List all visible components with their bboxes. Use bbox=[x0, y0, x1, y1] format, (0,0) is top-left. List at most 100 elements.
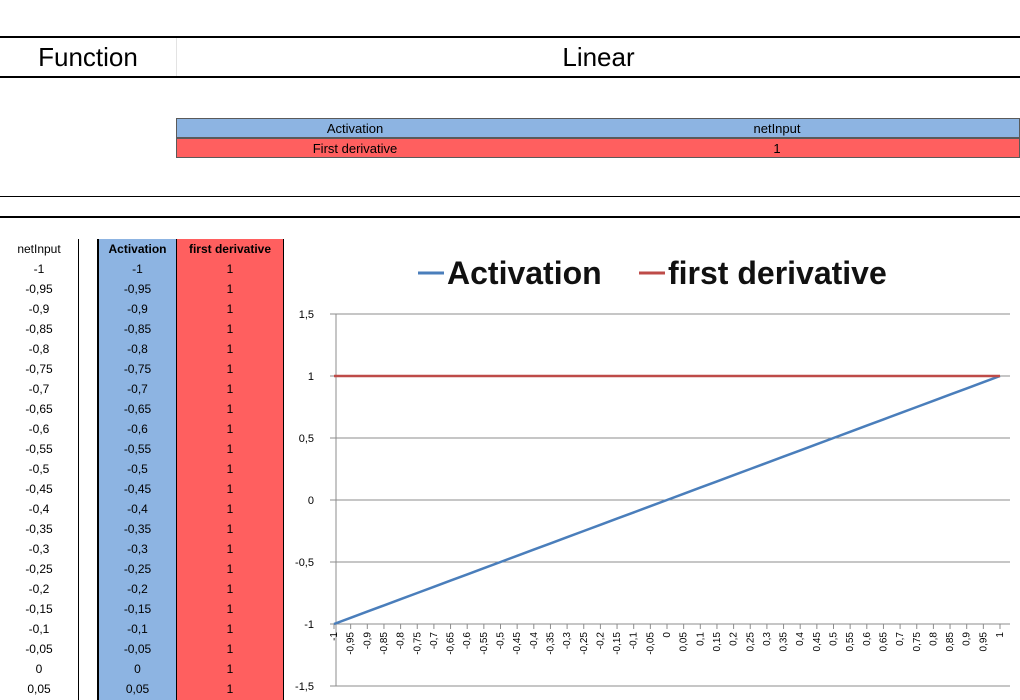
netinput-cell[interactable]: -0,4 bbox=[28, 502, 50, 516]
derivative-cell[interactable]: 1 bbox=[226, 562, 234, 576]
activation-cell[interactable]: 0 bbox=[134, 662, 141, 676]
derivative-cell[interactable]: 1 bbox=[226, 682, 234, 696]
x-tick-label: -0,65 bbox=[446, 632, 457, 655]
y-tick-label: 0 bbox=[308, 495, 314, 507]
derivative-cell[interactable]: 1 bbox=[226, 462, 234, 476]
y-tick-label: 1,5 bbox=[299, 309, 314, 321]
activation-cell[interactable]: -0,55 bbox=[123, 442, 152, 456]
netinput-cell[interactable]: -0,2 bbox=[28, 582, 50, 596]
x-tick-label: 0,4 bbox=[795, 632, 806, 646]
netinput-cell[interactable]: -0,7 bbox=[28, 382, 50, 396]
netinput-cell[interactable]: -0,75 bbox=[25, 362, 53, 376]
x-tick-label: 0,2 bbox=[729, 632, 740, 646]
netinput-cell[interactable]: -1 bbox=[33, 262, 45, 276]
derivative-formula-row[interactable]: First derivative 1 bbox=[176, 138, 1020, 158]
section-divider-2 bbox=[0, 216, 1020, 218]
derivative-cell[interactable]: 1 bbox=[226, 662, 234, 676]
x-tick-label: 0,15 bbox=[712, 632, 723, 652]
derivative-cell[interactable]: 1 bbox=[226, 502, 234, 516]
derivative-cell[interactable]: 1 bbox=[226, 262, 234, 276]
x-tick-label: -0,55 bbox=[479, 632, 490, 655]
derivative-cell[interactable]: 1 bbox=[226, 602, 234, 616]
activation-cell[interactable]: -0,35 bbox=[123, 522, 152, 536]
activation-cell[interactable]: -0,3 bbox=[127, 542, 148, 556]
netinput-cell[interactable]: -0,6 bbox=[28, 422, 50, 436]
activation-cell[interactable]: -0,8 bbox=[127, 342, 148, 356]
derivative-cell[interactable]: 1 bbox=[226, 482, 234, 496]
x-tick-label: -0,2 bbox=[595, 632, 606, 650]
x-tick-label: -0,6 bbox=[462, 632, 473, 650]
activation-cell[interactable]: -0,2 bbox=[127, 582, 148, 596]
netinput-cell[interactable]: -0,15 bbox=[25, 602, 53, 616]
line-chart[interactable]: Activation first derivative -1,5-1-0,500… bbox=[286, 238, 1020, 700]
function-label[interactable]: Function bbox=[38, 42, 138, 72]
activation-cell[interactable]: -1 bbox=[132, 262, 143, 276]
activation-cell[interactable]: -0,7 bbox=[127, 382, 148, 396]
derivative-cell[interactable]: 1 bbox=[226, 622, 234, 636]
x-tick-label: 0,3 bbox=[762, 632, 773, 646]
activation-cell[interactable]: -0,25 bbox=[123, 562, 152, 576]
x-tick-label: -0,35 bbox=[545, 632, 556, 655]
section-divider-1 bbox=[0, 196, 1020, 197]
activation-cell[interactable]: -0,6 bbox=[127, 422, 148, 436]
x-axis-ticks: -1 -0,95 -0,9 -0,85 -0,8 -0,75 -0,7 -0,65 -0,6 -0… bbox=[329, 623, 1006, 655]
activation-cell[interactable]: -0,05 bbox=[123, 642, 152, 656]
netinput-cell[interactable]: -0,85 bbox=[25, 322, 53, 336]
netinput-cell[interactable]: -0,05 bbox=[25, 642, 53, 656]
derivative-cell[interactable]: 1 bbox=[226, 382, 234, 396]
activation-cell[interactable]: -0,4 bbox=[127, 502, 148, 516]
x-tick-label: -0,9 bbox=[362, 632, 373, 650]
derivative-cell[interactable]: 1 bbox=[226, 582, 234, 596]
netinput-cell[interactable]: 0 bbox=[35, 662, 43, 676]
function-value[interactable]: Linear bbox=[562, 42, 635, 72]
netinput-cell[interactable]: -0,35 bbox=[25, 522, 53, 536]
netinput-cell[interactable]: -0,8 bbox=[28, 342, 50, 356]
netinput-cell[interactable]: -0,55 bbox=[25, 442, 53, 456]
activation-cell[interactable]: -0,85 bbox=[123, 322, 152, 336]
x-tick-label: 0,7 bbox=[895, 632, 906, 646]
activation-cell[interactable]: -0,65 bbox=[123, 402, 152, 416]
derivative-cell[interactable]: 1 bbox=[226, 422, 234, 436]
derivative-header[interactable]: first derivative bbox=[188, 242, 272, 256]
activation-cell[interactable]: 0,05 bbox=[125, 682, 150, 696]
derivative-cell[interactable]: 1 bbox=[226, 642, 234, 656]
x-tick-label: 0,8 bbox=[928, 632, 939, 646]
activation-header[interactable]: Activation bbox=[108, 242, 167, 256]
derivative-cell[interactable]: 1 bbox=[226, 282, 234, 296]
activation-cell[interactable]: -0,1 bbox=[127, 622, 148, 636]
activation-cell[interactable]: -0,95 bbox=[123, 282, 152, 296]
activation-cell[interactable]: -0,9 bbox=[127, 302, 148, 316]
header-top-border bbox=[0, 36, 1020, 38]
activation-formula-row[interactable]: Activation netInput bbox=[176, 118, 1020, 138]
netinput-header[interactable]: netInput bbox=[17, 242, 61, 256]
netinput-cell[interactable]: -0,25 bbox=[25, 562, 53, 576]
netinput-cell[interactable]: -0,9 bbox=[28, 302, 50, 316]
netinput-cell[interactable]: 0,05 bbox=[27, 682, 51, 696]
derivative-cell[interactable]: 1 bbox=[226, 442, 234, 456]
x-tick-label: -0,05 bbox=[645, 632, 656, 655]
derivative-cell[interactable]: 1 bbox=[226, 522, 234, 536]
netinput-cell[interactable]: -0,65 bbox=[25, 402, 53, 416]
activation-cell[interactable]: -0,5 bbox=[127, 462, 148, 476]
y-tick-label: 1 bbox=[308, 371, 314, 383]
y-axis-ticks: -1,5 -1 -0,5 0 0,5 1 1,5 bbox=[295, 309, 314, 693]
activation-cell[interactable]: -0,45 bbox=[123, 482, 152, 496]
netinput-cell[interactable]: -0,95 bbox=[25, 282, 53, 296]
netinput-cell[interactable]: -0,1 bbox=[28, 622, 50, 636]
derivative-cell[interactable]: 1 bbox=[226, 342, 234, 356]
netinput-cell[interactable]: -0,5 bbox=[28, 462, 50, 476]
netinput-cell[interactable]: -0,45 bbox=[25, 482, 53, 496]
y-tick-label: -0,5 bbox=[295, 557, 314, 569]
netinput-cell[interactable]: -0,3 bbox=[28, 542, 50, 556]
x-tick-label: -0,8 bbox=[396, 632, 407, 650]
chart-series bbox=[333, 374, 1001, 626]
derivative-cell[interactable]: 1 bbox=[226, 542, 234, 556]
derivative-cell[interactable]: 1 bbox=[226, 302, 234, 316]
derivative-cell[interactable]: 1 bbox=[226, 362, 234, 376]
activation-formula-expr: netInput bbox=[753, 121, 801, 136]
x-tick-label: -0,5 bbox=[496, 632, 507, 650]
activation-cell[interactable]: -0,75 bbox=[123, 362, 152, 376]
activation-cell[interactable]: -0,15 bbox=[123, 602, 152, 616]
derivative-cell[interactable]: 1 bbox=[226, 322, 234, 336]
derivative-cell[interactable]: 1 bbox=[226, 402, 234, 416]
